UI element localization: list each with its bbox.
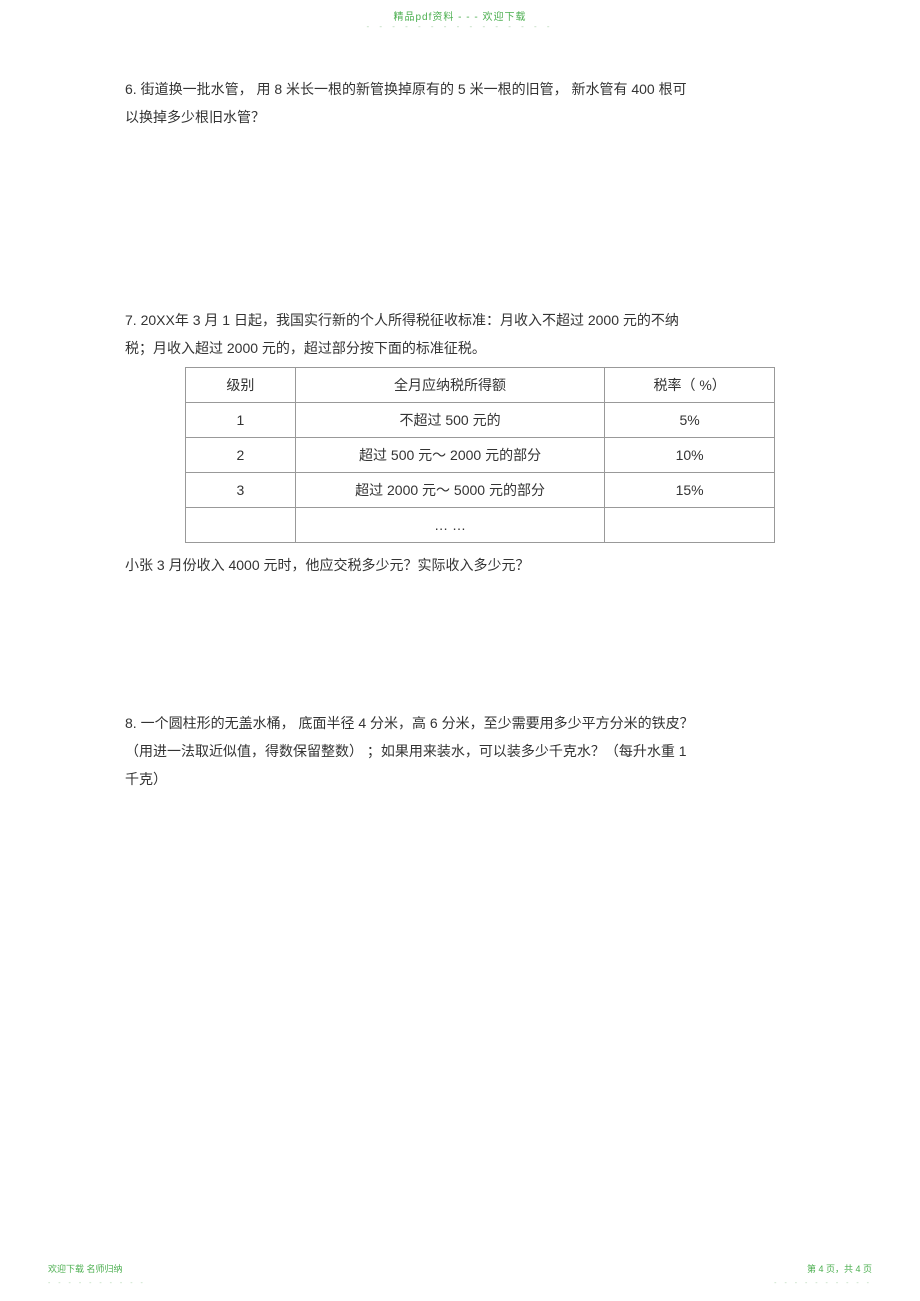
header-dots: - - - - - - - - - - - - - - - — [366, 22, 553, 31]
footer-right: 第 4 页，共 4 页 — [807, 1262, 872, 1275]
cell-rate — [605, 508, 775, 543]
header-amount: 全月应纳税所得额 — [295, 368, 604, 403]
cell-amount: 超过 500 元～ 2000 元的部分 — [295, 438, 604, 473]
cell-rate: 10% — [605, 438, 775, 473]
problem-8-line-3: 千克） — [125, 765, 795, 793]
header-level: 级别 — [186, 368, 296, 403]
table-row: 3 超过 2000 元～ 5000 元的部分 15% — [186, 473, 775, 508]
problem-6-line-2: 以换掉多少根旧水管？ — [125, 103, 795, 131]
footer-left-dots: - - - - - - - - - - — [48, 1280, 146, 1287]
problem-6-line-1: 6. 街道换一批水管， 用 8 米长一根的新管换掉原有的 5 米一根的旧管， 新… — [125, 75, 795, 103]
header-watermark: 精品pdf资料 - - - 欢迎下载 — [393, 8, 526, 23]
problem-8-line-1: 8. 一个圆柱形的无盖水桶， 底面半径 4 分米，高 6 分米，至少需要用多少平… — [125, 709, 795, 737]
cell-rate: 5% — [605, 403, 775, 438]
cell-amount: 超过 2000 元～ 5000 元的部分 — [295, 473, 604, 508]
main-content: 6. 街道换一批水管， 用 8 米长一根的新管换掉原有的 5 米一根的旧管， 新… — [125, 75, 795, 803]
cell-level: 1 — [186, 403, 296, 438]
problem-7-text: 7. 20XX年 3 月 1 日起，我国实行新的个人所得税征收标准：月收入不超过… — [125, 306, 795, 362]
cell-level: 3 — [186, 473, 296, 508]
table-row: 1 不超过 500 元的 5% — [186, 403, 775, 438]
problem-7-line-2: 税；月收入超过 2000 元的，超过部分按下面的标准征税。 — [125, 334, 795, 362]
cell-amount: … … — [295, 508, 604, 543]
tax-table: 级别 全月应纳税所得额 税率（ %） 1 不超过 500 元的 5% 2 超过 … — [185, 367, 775, 543]
footer-left: 欢迎下载 名师归纳 — [48, 1262, 123, 1275]
problem-8: 8. 一个圆柱形的无盖水桶， 底面半径 4 分米，高 6 分米，至少需要用多少平… — [125, 709, 795, 793]
table-row: 2 超过 500 元～ 2000 元的部分 10% — [186, 438, 775, 473]
cell-amount: 不超过 500 元的 — [295, 403, 604, 438]
cell-level: 2 — [186, 438, 296, 473]
problem-6: 6. 街道换一批水管， 用 8 米长一根的新管换掉原有的 5 米一根的旧管， 新… — [125, 75, 795, 131]
cell-level — [186, 508, 296, 543]
header-rate: 税率（ %） — [605, 368, 775, 403]
cell-rate: 15% — [605, 473, 775, 508]
problem-8-line-2: （用进一法取近似值，得数保留整数） ；如果用来装水，可以装多少千克水？（每升水重… — [125, 737, 795, 765]
footer-right-dots: - - - - - - - - - - — [774, 1280, 872, 1287]
table-header-row: 级别 全月应纳税所得额 税率（ %） — [186, 368, 775, 403]
problem-7-line-1: 7. 20XX年 3 月 1 日起，我国实行新的个人所得税征收标准：月收入不超过… — [125, 306, 795, 334]
problem-7-followup: 小张 3 月份收入 4000 元时，他应交税多少元？实际收入多少元？ — [125, 551, 795, 579]
table-row: … … — [186, 508, 775, 543]
